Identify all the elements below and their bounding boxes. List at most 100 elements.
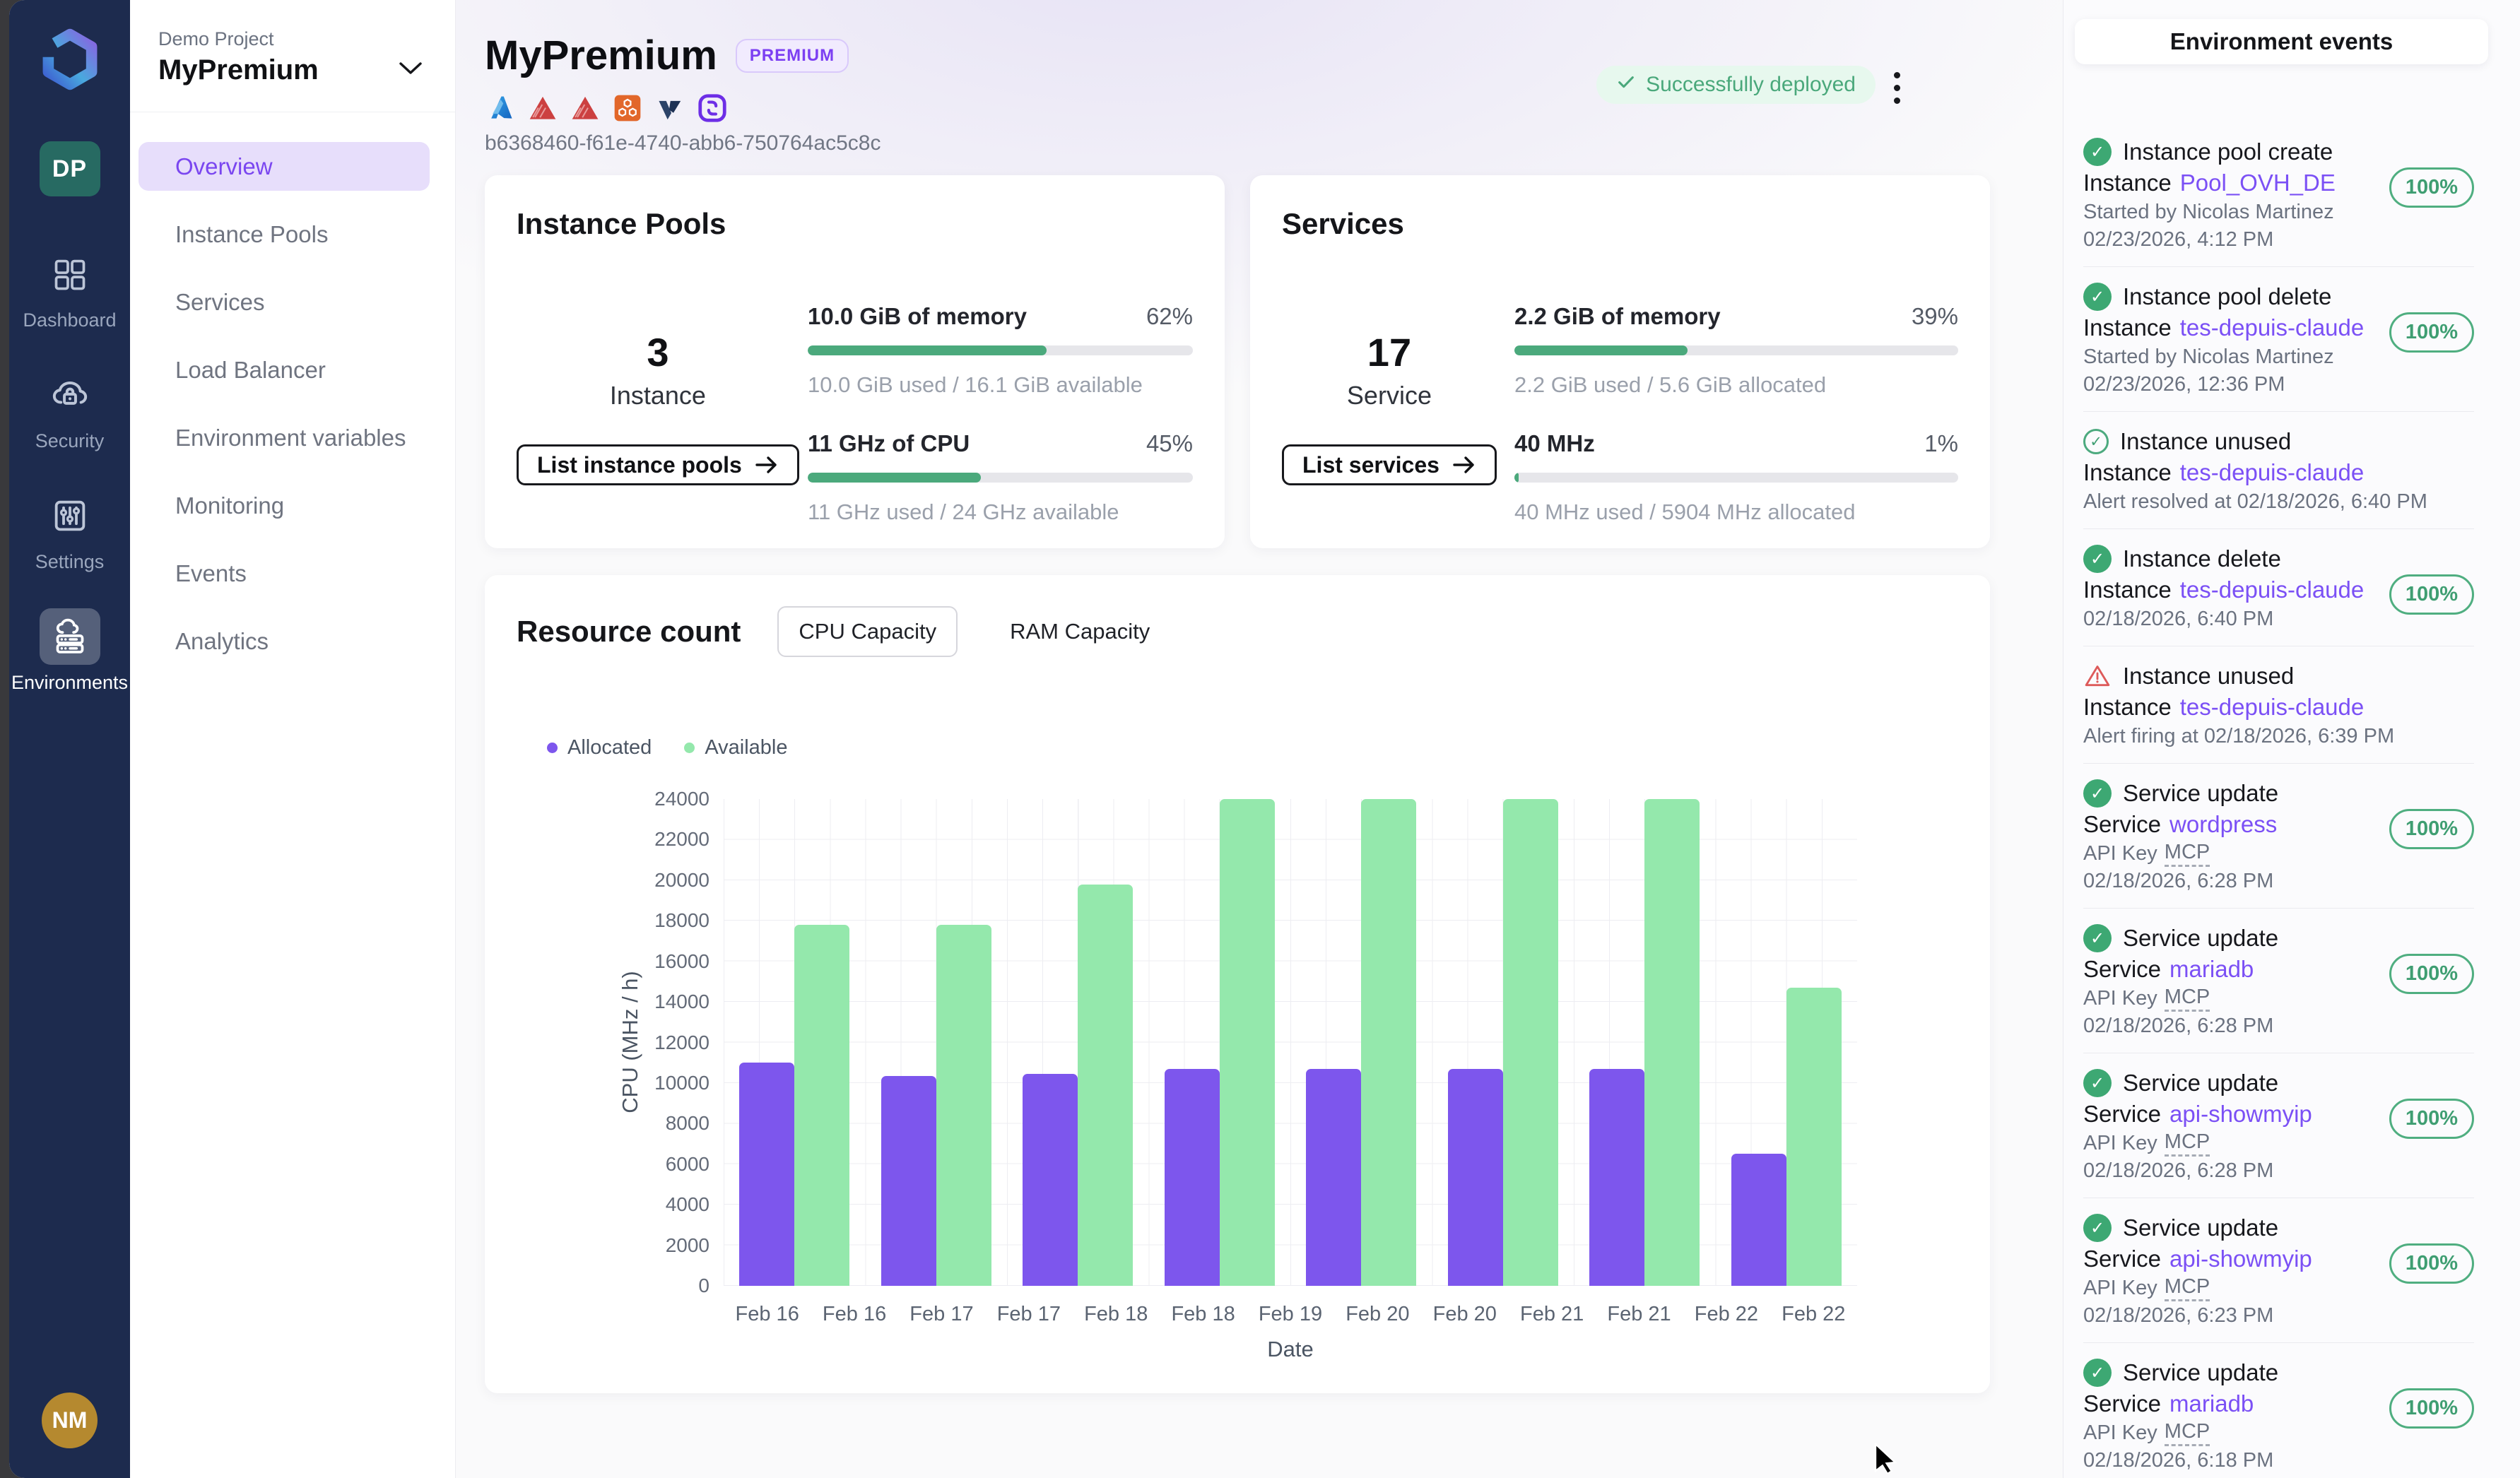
bar-available — [1078, 885, 1133, 1286]
metric-percent: 1% — [1924, 430, 1958, 456]
metric-caption: 11 GHz used / 24 GHz available — [808, 499, 1119, 524]
list-services-button[interactable]: List services — [1282, 444, 1497, 485]
bar-available — [1786, 988, 1842, 1286]
event-title: Instance pool delete — [2123, 283, 2332, 309]
avatar[interactable]: NM — [42, 1393, 98, 1448]
event-title: Instance delete — [2123, 545, 2281, 572]
sidebar-item-instance-pools[interactable]: Instance Pools — [175, 220, 329, 247]
y-tick-label: 10000 — [654, 1071, 710, 1094]
divider — [2083, 908, 2474, 909]
event-target-link[interactable]: api-showmyip — [2169, 1246, 2312, 1272]
divider — [2083, 1342, 2474, 1343]
provider-exoscale-icon — [527, 93, 558, 124]
event-item: Instance unused Instance tes-depuis-claud… — [2083, 646, 2474, 763]
success-outline-check-icon: ✓ — [2083, 429, 2109, 454]
sidebar-item-overview[interactable]: Overview — [139, 142, 430, 191]
event-target-link[interactable]: mariadb — [2169, 1390, 2254, 1417]
event-target-link[interactable]: Pool_OVH_DE — [2179, 170, 2336, 196]
y-tick-label: 12000 — [654, 1031, 710, 1053]
project-selector[interactable]: Demo Project MyPremium — [130, 0, 455, 112]
environments-icon — [39, 608, 100, 665]
bar-available — [1644, 799, 1700, 1286]
premium-badge: PREMIUM — [735, 38, 849, 73]
provider-scaleway-icon — [697, 93, 728, 124]
kebab-menu-icon[interactable] — [1881, 68, 1912, 107]
metric: 10.0 GiB of memory 62% 10.0 GiB used / 1… — [808, 303, 1193, 398]
status-text: Successfully deployed — [1646, 73, 1856, 96]
progress-badge: 100% — [2389, 1388, 2474, 1429]
x-tick-label: Feb 21 — [1607, 1303, 1671, 1325]
event-item: ✓ Instance delete Instance tes-depuis-clau… — [2083, 529, 2474, 646]
event-target-prefix: Instance — [2083, 694, 2172, 720]
metric-percent: 39% — [1911, 303, 1958, 329]
event-item: ✓ Service update Service api-showmyip API … — [2083, 1053, 2474, 1198]
tab-ram-capacity[interactable]: RAM Capacity — [1010, 619, 1150, 644]
bar-chart-plot — [724, 799, 1857, 1286]
event-target-prefix: Service — [2083, 1101, 2162, 1127]
event-meta: API Key MCP — [2083, 1275, 2389, 1302]
bar-available — [1361, 799, 1416, 1286]
event-timestamp: 02/18/2026, 6:28 PM — [2083, 1159, 2274, 1182]
event-target-link[interactable]: api-showmyip — [2169, 1101, 2312, 1127]
x-tick-label: Feb 19 — [1258, 1303, 1323, 1325]
provider-azure-icon — [485, 93, 516, 124]
bar-allocated — [1589, 1069, 1644, 1286]
event-title: Instance unused — [2123, 663, 2295, 689]
rail-item-security[interactable]: Security — [9, 367, 130, 452]
x-tick-label: Feb 17 — [996, 1303, 1061, 1325]
event-item: ✓ Service update Service mariadb API Key MC… — [2083, 1343, 2474, 1478]
event-timestamp: 02/18/2026, 6:23 PM — [2083, 1304, 2274, 1327]
event-target-link[interactable]: tes-depuis-claude — [2179, 694, 2365, 720]
legend-item-allocated[interactable]: Allocated — [547, 736, 652, 759]
progress-bar — [1514, 473, 1958, 483]
rail-item-environments[interactable]: Environments — [9, 608, 130, 694]
app-logo-icon[interactable] — [35, 24, 105, 95]
arrow-right-icon — [1453, 456, 1474, 473]
sidebar-item-analytics[interactable]: Analytics — [175, 627, 269, 654]
legend-dot — [684, 743, 695, 753]
avatar[interactable]: DP — [39, 141, 100, 196]
bar-allocated — [1731, 1154, 1786, 1286]
sidebar-item-services[interactable]: Services — [175, 288, 265, 315]
event-item: ✓ Service update Service api-showmyip API … — [2083, 1198, 2474, 1342]
x-tick-label: Feb 18 — [1171, 1303, 1235, 1325]
mcp-key: MCP — [2164, 1275, 2210, 1301]
services-card: Services 17 Service List services 2.2 Gi… — [1250, 175, 1990, 548]
event-title: Service update — [2123, 925, 2279, 951]
metric-caption: 2.2 GiB used / 5.6 GiB allocated — [1514, 372, 1827, 397]
x-tick-label: Feb 20 — [1432, 1303, 1497, 1325]
app-window: DP Dashboard Security Settings Environme… — [9, 0, 2520, 1478]
success-check-icon: ✓ — [2083, 545, 2112, 573]
event-meta: API Key MCP — [2083, 1130, 2389, 1157]
page-title: MyPremium — [485, 32, 717, 78]
sidebar-item-load-balancer[interactable]: Load Balancer — [175, 356, 326, 383]
chevron-down-icon[interactable] — [399, 61, 423, 80]
event-target-link[interactable]: tes-depuis-claude — [2179, 314, 2365, 341]
bar-allocated — [1023, 1074, 1078, 1286]
tab-cpu-capacity[interactable]: CPU Capacity — [777, 606, 958, 657]
environment-id: b6368460-f61e-4740-abb6-750764ac5c8c — [485, 131, 881, 155]
x-tick-label: Feb 22 — [1782, 1303, 1846, 1325]
mcp-key: MCP — [2164, 1420, 2210, 1446]
resource-count-card: Resource count CPU Capacity RAM Capacity … — [485, 575, 1990, 1393]
sidebar-item-monitoring[interactable]: Monitoring — [175, 492, 285, 519]
icon-rail: DP Dashboard Security Settings Environme… — [9, 0, 130, 1478]
y-tick-label: 16000 — [654, 950, 710, 972]
list-instance-pools-button[interactable]: List instance pools — [517, 444, 799, 485]
legend-item-available[interactable]: Available — [684, 736, 787, 759]
event-meta: API Key MCP — [2083, 985, 2389, 1012]
event-target-link[interactable]: tes-depuis-claude — [2179, 577, 2365, 603]
event-target-link[interactable]: mariadb — [2169, 956, 2254, 982]
service-count: 17 — [1367, 330, 1412, 374]
success-check-icon: ✓ — [2083, 1214, 2112, 1242]
divider — [2083, 266, 2474, 267]
rail-item-label: Environments — [11, 672, 129, 693]
rail-item-dashboard[interactable]: Dashboard — [9, 246, 130, 331]
success-check-icon: ✓ — [2083, 1359, 2112, 1387]
event-timestamp: 02/18/2026, 6:28 PM — [2083, 1015, 2274, 1037]
event-target-link[interactable]: wordpress — [2169, 811, 2278, 837]
sidebar-item-environment-variables[interactable]: Environment variables — [175, 424, 406, 451]
event-target-link[interactable]: tes-depuis-claude — [2179, 459, 2365, 485]
rail-item-settings[interactable]: Settings — [9, 487, 130, 573]
sidebar-item-events[interactable]: Events — [175, 560, 247, 586]
